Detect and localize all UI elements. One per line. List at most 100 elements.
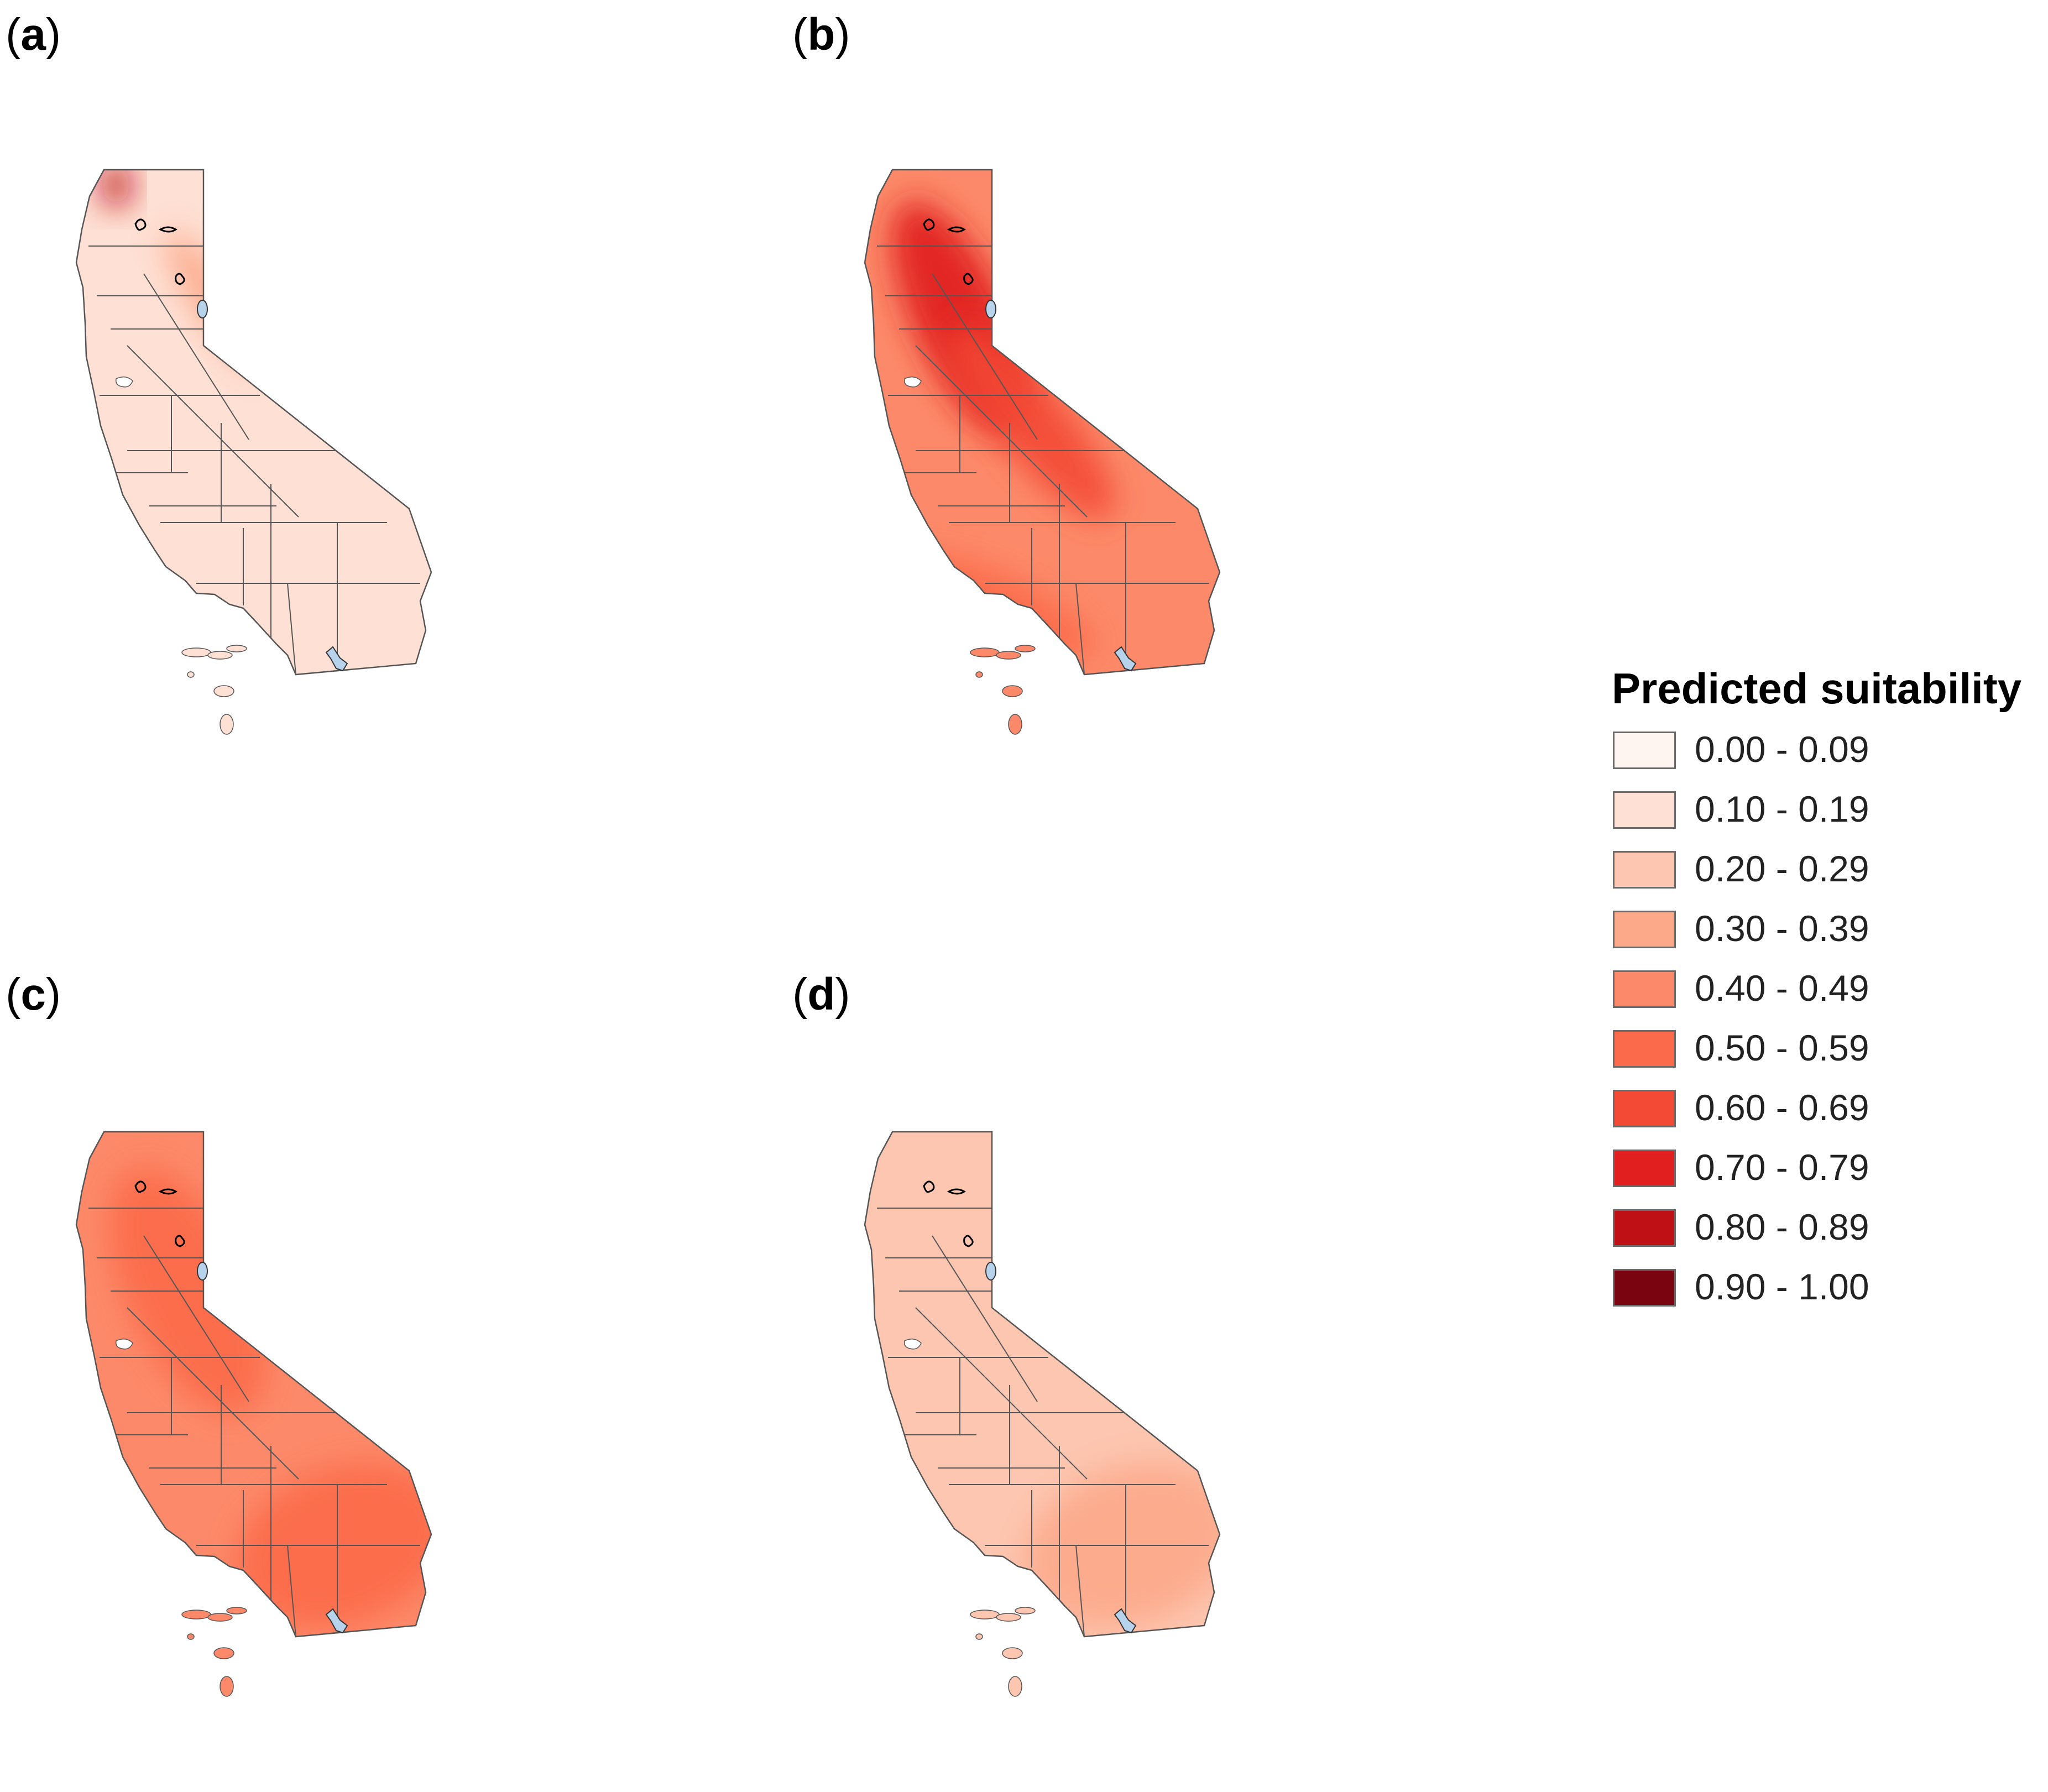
panel-label-b: (b) — [792, 9, 850, 60]
legend-label: 0.90 - 1.00 — [1695, 1266, 1869, 1307]
state-outline — [864, 1131, 1221, 1638]
channel-island — [213, 685, 234, 697]
legend-item: 0.20 - 0.29 — [1612, 845, 2043, 905]
panel-label-a: (a) — [6, 9, 61, 60]
reservoir — [158, 226, 177, 233]
map-panel-c — [75, 1131, 432, 1697]
lake-tahoe — [985, 300, 996, 318]
san-francisco-bay — [115, 1339, 133, 1350]
legend-item: 0.60 - 0.69 — [1612, 1084, 2043, 1144]
channel-island — [226, 1607, 247, 1615]
map-panel-d — [864, 1131, 1221, 1697]
state-outline — [75, 1131, 432, 1638]
legend-label: 0.80 - 0.89 — [1695, 1206, 1869, 1247]
county-boundary — [127, 345, 299, 518]
legend-swatch — [1613, 970, 1676, 1008]
reservoir — [947, 226, 966, 233]
reservoir — [947, 1188, 966, 1195]
channel-island — [975, 671, 983, 678]
channel-island — [226, 645, 247, 652]
state-outline — [864, 169, 1221, 676]
county-boundary — [143, 1235, 249, 1402]
county-boundary — [932, 273, 1038, 440]
legend-label: 0.50 - 0.59 — [1695, 1027, 1869, 1068]
legend-swatch — [1613, 1269, 1676, 1307]
legend-item: 0.10 - 0.19 — [1612, 786, 2043, 845]
legend-label: 0.40 - 0.49 — [1695, 968, 1869, 1009]
salton-sea — [1114, 1608, 1137, 1634]
channel-island — [213, 1647, 234, 1659]
county-boundary — [915, 1307, 1088, 1480]
lake-tahoe — [197, 300, 208, 318]
legend-item: 0.90 - 1.00 — [1612, 1263, 2043, 1323]
county-boundary — [287, 1545, 296, 1637]
reservoir — [134, 218, 147, 231]
reservoir — [923, 218, 935, 231]
reservoir — [963, 1235, 974, 1247]
county-boundary — [143, 273, 249, 440]
legend-item: 0.50 - 0.59 — [1612, 1025, 2043, 1084]
legend: Predicted suitability 0.00 - 0.09 0.10 -… — [1612, 663, 2043, 1323]
legend-item: 0.70 - 0.79 — [1612, 1144, 2043, 1204]
channel-island — [220, 1676, 234, 1697]
reservoir — [175, 1235, 185, 1247]
san-francisco-bay — [115, 377, 133, 388]
panel-label-d: (d) — [792, 969, 850, 1020]
legend-title: Predicted suitability — [1612, 664, 2022, 713]
legend-swatch — [1613, 732, 1676, 769]
county-boundary — [1075, 583, 1085, 675]
channel-island — [970, 1610, 1000, 1619]
lake-tahoe — [197, 1262, 208, 1281]
legend-swatch — [1613, 791, 1676, 829]
channel-island — [1015, 645, 1036, 652]
panel-label-c: (c) — [6, 969, 61, 1020]
san-francisco-bay — [903, 1339, 922, 1350]
channel-island — [181, 647, 211, 657]
map-panel-b — [864, 169, 1221, 735]
county-boundary — [127, 1307, 299, 1480]
channel-island — [1008, 1676, 1022, 1697]
channel-island — [181, 1610, 211, 1619]
county-boundary — [915, 345, 1088, 518]
channel-island — [996, 651, 1021, 660]
county-boundary — [287, 583, 296, 675]
reservoir — [134, 1180, 147, 1193]
channel-island — [207, 651, 233, 660]
channel-island — [975, 1633, 983, 1640]
salton-sea — [325, 1608, 348, 1634]
salton-sea — [325, 646, 348, 672]
legend-label: 0.00 - 0.09 — [1695, 729, 1869, 770]
legend-swatch — [1613, 1090, 1676, 1127]
county-boundary — [1075, 1545, 1085, 1637]
suitability-hotspot — [101, 170, 132, 207]
legend-label: 0.60 - 0.69 — [1695, 1087, 1869, 1128]
channel-island — [1015, 1607, 1036, 1615]
reservoir — [175, 273, 185, 285]
legend-label: 0.10 - 0.19 — [1695, 788, 1869, 829]
legend-item: 0.40 - 0.49 — [1612, 965, 2043, 1025]
channel-island — [187, 671, 195, 678]
county-boundary — [932, 1235, 1038, 1402]
legend-label: 0.70 - 0.79 — [1695, 1147, 1869, 1188]
legend-swatch — [1613, 1209, 1676, 1247]
reservoir — [923, 1180, 935, 1193]
reservoir — [963, 273, 974, 285]
san-francisco-bay — [903, 377, 922, 388]
channel-island — [970, 647, 1000, 657]
state-fill — [76, 170, 431, 675]
reservoir — [158, 1188, 177, 1195]
legend-label: 0.30 - 0.39 — [1695, 908, 1869, 949]
suitability-hotspot — [949, 327, 1115, 519]
map-panel-a — [75, 169, 432, 735]
legend-label: 0.20 - 0.29 — [1695, 848, 1869, 889]
channel-island — [1002, 1647, 1023, 1659]
legend-item: 0.80 - 0.89 — [1612, 1204, 2043, 1263]
legend-item: 0.00 - 0.09 — [1612, 726, 2043, 786]
legend-item: 0.30 - 0.39 — [1612, 905, 2043, 965]
channel-island — [996, 1613, 1021, 1622]
channel-island — [220, 714, 234, 735]
state-outline — [75, 169, 432, 676]
channel-island — [1002, 685, 1023, 697]
salton-sea — [1114, 646, 1137, 672]
